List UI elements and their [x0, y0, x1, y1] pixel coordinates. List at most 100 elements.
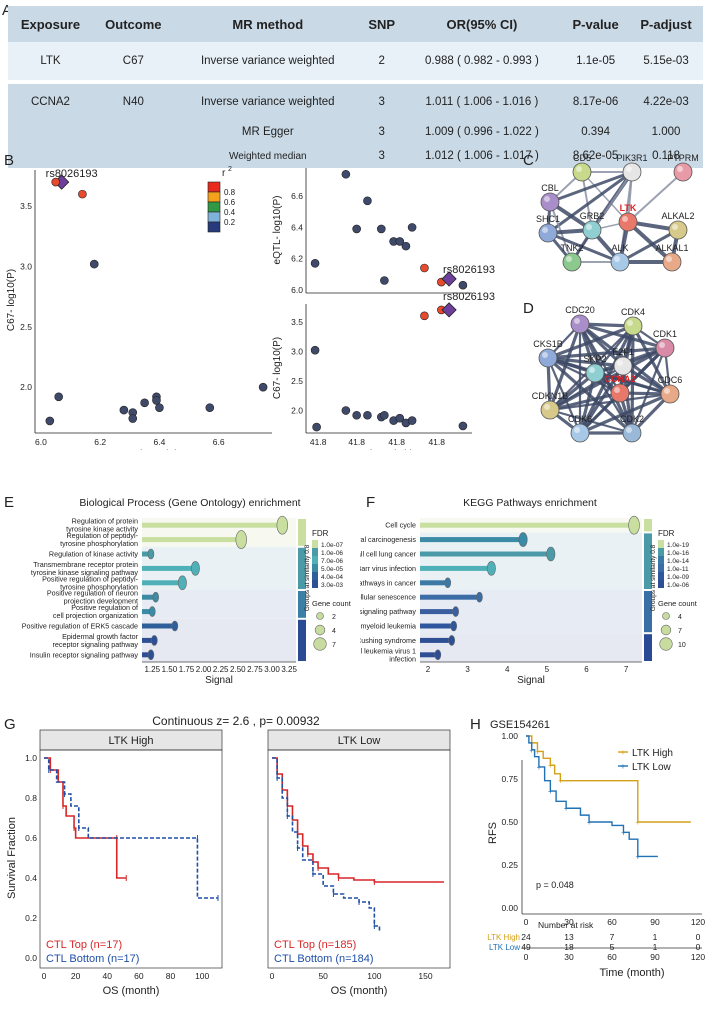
e-fdr-tick: 3.0e-03 — [321, 582, 343, 589]
h-y-label: RFS — [487, 822, 499, 844]
rt-point — [376, 224, 386, 234]
table-body: LTK C67 Inverse variance weighted 2 0.988 ( … — [8, 42, 703, 168]
f-group-title: Groups at similarity 0.8 — [650, 544, 657, 611]
table-cell: 4.22e-03 — [629, 84, 703, 120]
kegg-enrichment-chart: KEGG Pathways enrichment 2 3 4 5 6 7 Signal Cell… — [360, 497, 698, 686]
c-node-shine — [677, 166, 683, 172]
h-risk-value: 5 — [610, 942, 615, 952]
c-node-shine — [626, 166, 632, 172]
rb-y-tick: 2.0 — [291, 406, 303, 416]
f-group-bar — [644, 519, 652, 532]
f-fdr-tick: 1.0e-16 — [667, 550, 689, 557]
e-bar — [142, 652, 151, 658]
f-bar — [420, 537, 524, 543]
f-x-tick: 4 — [505, 665, 510, 674]
table-cell: 0.118 — [629, 144, 703, 168]
f-category-label: Small cell lung cancer — [360, 550, 417, 559]
panel-label-g: G — [4, 716, 16, 733]
f-size-title: Gene count — [658, 599, 698, 608]
h-censor: + — [635, 818, 640, 827]
f-fdr-swatch — [658, 540, 664, 548]
table-cell: 8.62e-05 — [562, 144, 630, 168]
rb-y-tick: 2.5 — [291, 376, 303, 386]
c-node — [572, 162, 592, 182]
c-edge — [581, 171, 629, 223]
e-size-bubble — [314, 624, 326, 636]
e-size-title: Gene count — [312, 599, 352, 608]
h-censor: + — [548, 787, 553, 796]
table-cell: Inverse variance weighted — [173, 84, 362, 120]
panel-label-b: B — [4, 152, 15, 169]
c-node — [673, 162, 693, 182]
h-risk-value: 18 — [564, 942, 574, 952]
panel-label-f: F — [366, 494, 376, 511]
f-bar — [420, 652, 438, 658]
d-node-shine — [614, 387, 620, 393]
legend-tick: 0.6 — [224, 198, 236, 207]
h-y-tick: 0.50 — [501, 817, 518, 827]
h-censor: + — [537, 763, 542, 772]
c-edge — [627, 171, 684, 223]
rb-point — [458, 421, 468, 431]
c-node-label: LTK — [620, 203, 637, 213]
rt-y-tick: 6.6 — [291, 191, 303, 201]
d-node-label: CCNA2 — [604, 374, 635, 384]
f-bar — [420, 609, 456, 615]
e-category-label: Positive regulation of neuron — [47, 589, 138, 598]
c-node-label: ALKAL1 — [655, 243, 688, 253]
g-right-curve — [272, 757, 381, 932]
h-legend-mark: + — [621, 748, 626, 757]
f-fdr-tick: 1.0e-06 — [667, 582, 689, 589]
e-bubble — [276, 515, 289, 535]
rt-point — [407, 223, 417, 232]
d-node — [613, 356, 633, 376]
table-cell: 1.1e-05 — [562, 42, 630, 80]
f-group-band — [420, 633, 642, 662]
e-x-label: Signal — [205, 675, 233, 686]
f-bubble — [434, 649, 442, 661]
d-node — [538, 348, 558, 368]
h-censor: + — [621, 828, 626, 837]
d-edge — [549, 391, 621, 412]
e-fdr-swatch — [312, 572, 318, 580]
h-pvalue: p = 0.048 — [536, 880, 574, 890]
h-censor: + — [548, 761, 553, 770]
f-size-tick: 10 — [678, 642, 686, 649]
h-x-tick: 0 — [524, 917, 529, 927]
panel-label-h: H — [470, 716, 481, 733]
d-node-shine — [664, 388, 670, 394]
e-bubble — [152, 591, 159, 603]
f-category-label: p53 signaling pathway — [360, 607, 416, 616]
left-point — [140, 398, 149, 408]
f-fdr-tick: 1.0e-11 — [667, 566, 689, 573]
e-bar — [142, 594, 156, 600]
d-edge — [546, 357, 582, 434]
legend-tick: 0.2 — [224, 218, 236, 227]
f-category-label: Viral carcinogenesis — [360, 535, 416, 544]
gse154261-km-plot: GSE154261 0.00 0.25 0.50 0.75 1.00 0 30 60 90 120 R… — [487, 719, 705, 979]
e-bubble — [148, 606, 156, 617]
h-censor: + — [635, 852, 640, 861]
d-node — [540, 400, 560, 420]
f-fdr-tick: 1.0e-14 — [667, 558, 689, 565]
table-cell: Weighted median — [173, 144, 362, 168]
legend-swatch — [207, 211, 221, 223]
d-node-shine — [659, 342, 665, 348]
ctl-survival-plots: Continuous z= 2.6 , p= 0.00932 LTK High 0 2… — [6, 714, 451, 997]
f-size-tick: 4 — [678, 614, 682, 621]
d-node-shine — [542, 352, 548, 358]
e-fdr-tick: 1.0e-07 — [321, 542, 343, 549]
c-node — [610, 252, 630, 272]
rt-point — [363, 196, 372, 206]
table-row: Weighted median 3 1.012 ( 1.006 - 1.017 ) 8… — [8, 144, 703, 168]
g-right-curve — [272, 757, 444, 883]
e-x-tick: 3.00 — [264, 665, 280, 674]
e-bar — [142, 580, 183, 586]
rb-x-tick: 41.8 — [388, 437, 405, 447]
table-header-cell: Exposure — [8, 6, 93, 42]
h-risk-value: 1 — [653, 942, 658, 952]
e-fdr-swatch — [312, 564, 318, 572]
d-edge — [547, 346, 666, 360]
h-x-tick: 60 — [607, 917, 617, 927]
e-bubble — [235, 530, 247, 549]
